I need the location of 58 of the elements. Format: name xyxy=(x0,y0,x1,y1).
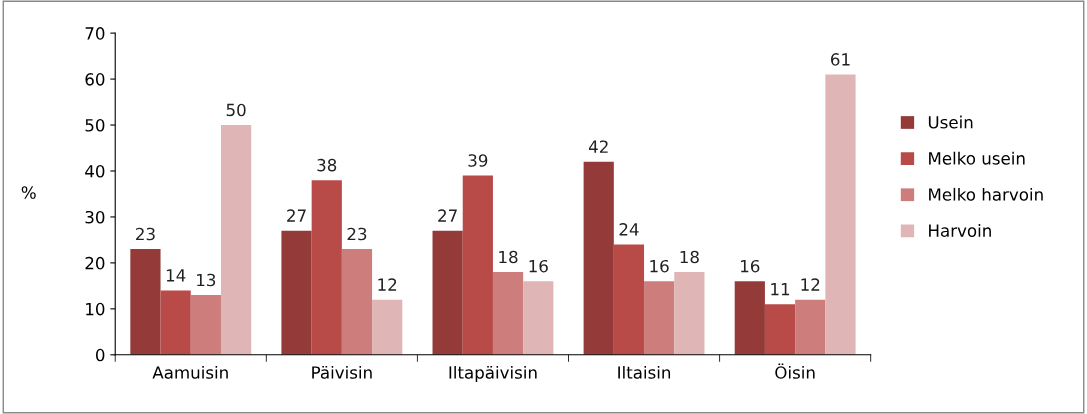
y-axis-title: % xyxy=(21,186,36,199)
data-label: 18 xyxy=(680,250,699,264)
bar xyxy=(311,180,342,355)
bar xyxy=(825,74,856,355)
bar xyxy=(190,295,221,355)
bar xyxy=(281,230,312,355)
bar xyxy=(160,290,191,355)
data-label: 38 xyxy=(317,158,337,172)
data-label: 12 xyxy=(801,278,820,291)
y-tick-label: 40 xyxy=(85,164,105,178)
x-tick-label: Päivisin xyxy=(312,365,372,379)
data-label: 23 xyxy=(136,227,155,241)
data-label: 16 xyxy=(741,259,760,273)
bar xyxy=(674,272,705,355)
data-label: 50 xyxy=(226,103,246,117)
y-tick-label: 70 xyxy=(85,27,105,40)
bar xyxy=(492,272,524,355)
data-label: 23 xyxy=(347,227,367,241)
bar xyxy=(734,281,765,355)
y-tick-label: 30 xyxy=(85,210,105,224)
x-tick-label: Öisin xyxy=(775,363,815,379)
bar xyxy=(644,281,675,355)
bar xyxy=(130,249,161,355)
x-tick-label: Aamuisin xyxy=(152,365,228,379)
legend-label: Usein xyxy=(928,115,973,129)
y-tick-label: 0 xyxy=(95,348,105,362)
bar xyxy=(795,299,826,355)
data-label: 11 xyxy=(771,283,790,296)
x-tick-label: Iltaisin xyxy=(618,365,671,379)
data-label: 16 xyxy=(650,259,669,273)
bar xyxy=(523,281,554,355)
data-label: 27 xyxy=(438,209,457,222)
data-label: 18 xyxy=(499,250,518,264)
data-label: 12 xyxy=(378,278,397,291)
data-label: 39 xyxy=(468,154,488,167)
data-label: 61 xyxy=(831,53,850,66)
data-label: 24 xyxy=(619,223,639,236)
data-label: 27 xyxy=(287,209,306,222)
bar xyxy=(613,244,645,355)
bar xyxy=(583,161,614,355)
bar xyxy=(432,230,463,355)
data-label: 14 xyxy=(166,269,186,282)
legend-label: Melko harvoin xyxy=(929,187,1043,201)
data-label: 16 xyxy=(529,259,548,273)
data-label: 13 xyxy=(197,273,216,287)
y-tick-label: 20 xyxy=(85,256,105,270)
bar xyxy=(220,125,252,355)
bar xyxy=(372,299,403,355)
y-tick-label: 60 xyxy=(85,73,105,86)
legend-label: Melko usein xyxy=(929,151,1025,165)
y-tick-label: 10 xyxy=(86,302,105,316)
bar xyxy=(462,175,493,355)
x-tick-label: Iltapäivisin xyxy=(449,365,537,383)
data-label: 42 xyxy=(588,140,608,153)
legend-label: Harvoin xyxy=(929,224,991,237)
bar xyxy=(764,304,796,355)
y-tick-label: 50 xyxy=(85,118,105,132)
bar xyxy=(341,249,373,355)
